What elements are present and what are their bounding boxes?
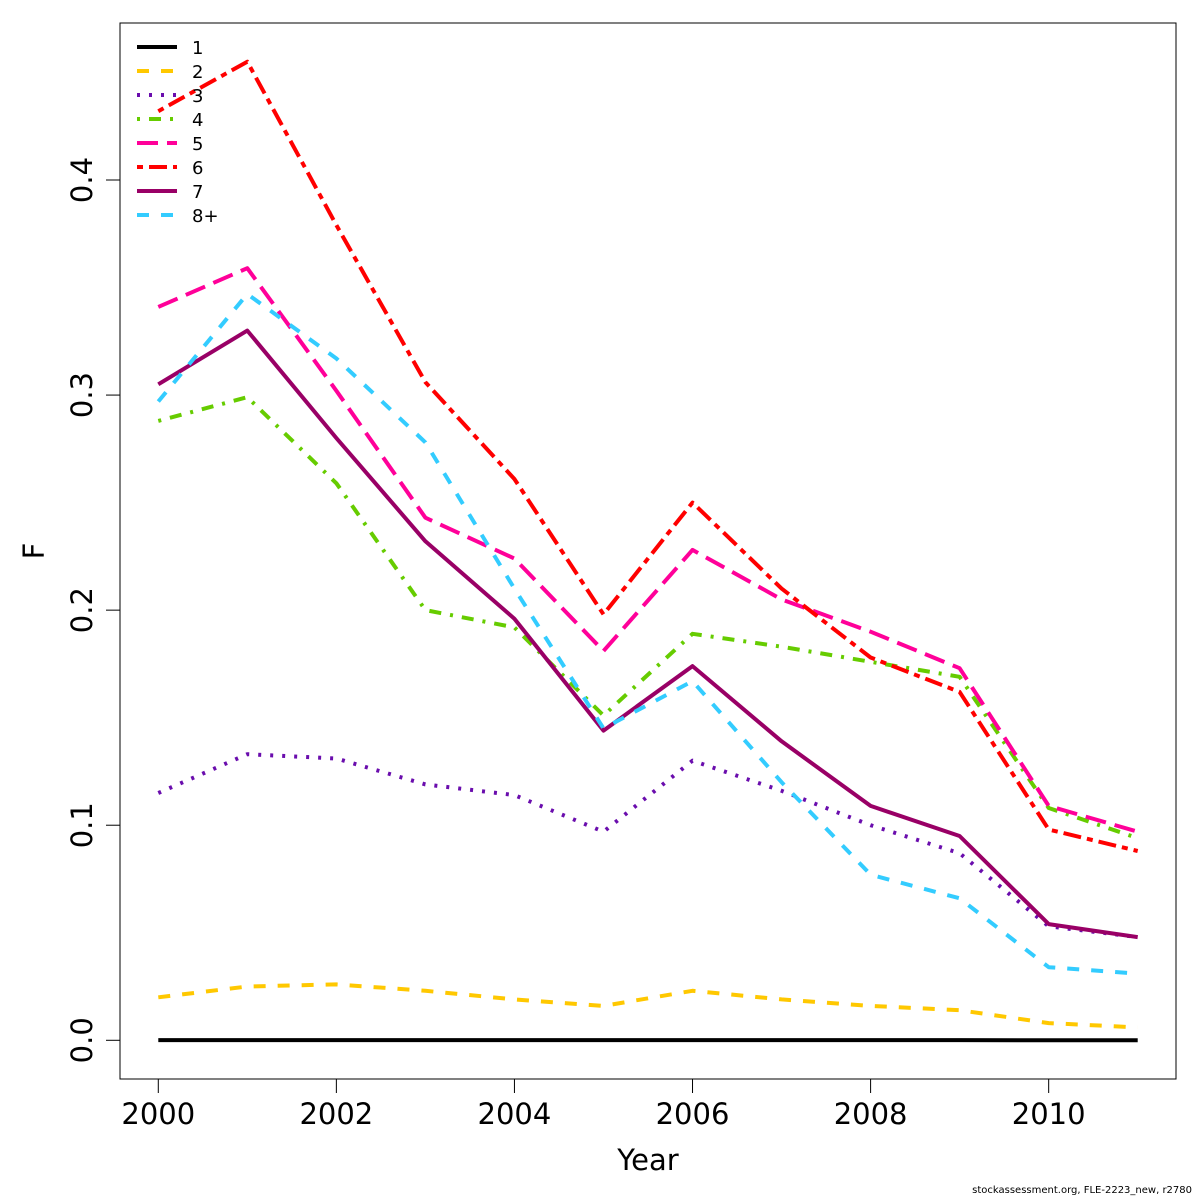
series-line-8+ <box>156 292 1138 976</box>
series-line-7 <box>157 328 1138 940</box>
legend-label: 8+ <box>192 206 219 227</box>
y-tick-label: 0.3 <box>65 372 99 418</box>
series-line-6 <box>157 59 1139 853</box>
series-line-2 <box>158 982 1138 1030</box>
x-axis-title: Year <box>616 1143 678 1177</box>
series-layer <box>156 59 1139 1043</box>
legend-label: 1 <box>192 38 203 59</box>
y-axis: 0.0 0.1 0.2 0.3 0.4 <box>65 157 120 1063</box>
y-tick-label: 0.2 <box>65 587 99 633</box>
legend-label: 2 <box>192 62 203 83</box>
footer-credit: stockassessment.org, FLE-2223_new, r2780 <box>972 1185 1192 1196</box>
x-tick-label: 2008 <box>834 1097 908 1131</box>
x-tick-label: 2000 <box>121 1097 195 1131</box>
x-tick-label: 2006 <box>656 1097 730 1131</box>
legend-label: 4 <box>192 110 203 131</box>
x-tick-label: 2010 <box>1012 1097 1086 1131</box>
x-tick-label: 2002 <box>299 1097 373 1131</box>
legend-label: 3 <box>192 86 203 107</box>
series-line-4 <box>157 395 1139 840</box>
series-line-3 <box>157 752 1138 940</box>
legend: 1 2 3 4 5 6 7 8+ <box>137 38 219 227</box>
legend-label: 6 <box>192 158 203 179</box>
y-tick-label: 0.4 <box>65 157 99 203</box>
y-tick-label: 0.0 <box>65 1017 99 1063</box>
legend-label: 5 <box>192 134 203 155</box>
x-tick-label: 2004 <box>478 1097 552 1131</box>
plot-frame <box>119 22 1177 1080</box>
x-axis: 2000 2002 2004 2006 2008 2010 <box>121 1079 1086 1131</box>
y-tick-label: 0.1 <box>65 802 99 848</box>
legend-label: 7 <box>192 182 203 203</box>
series-line-5 <box>157 266 1139 834</box>
y-axis-title: F <box>17 543 51 560</box>
